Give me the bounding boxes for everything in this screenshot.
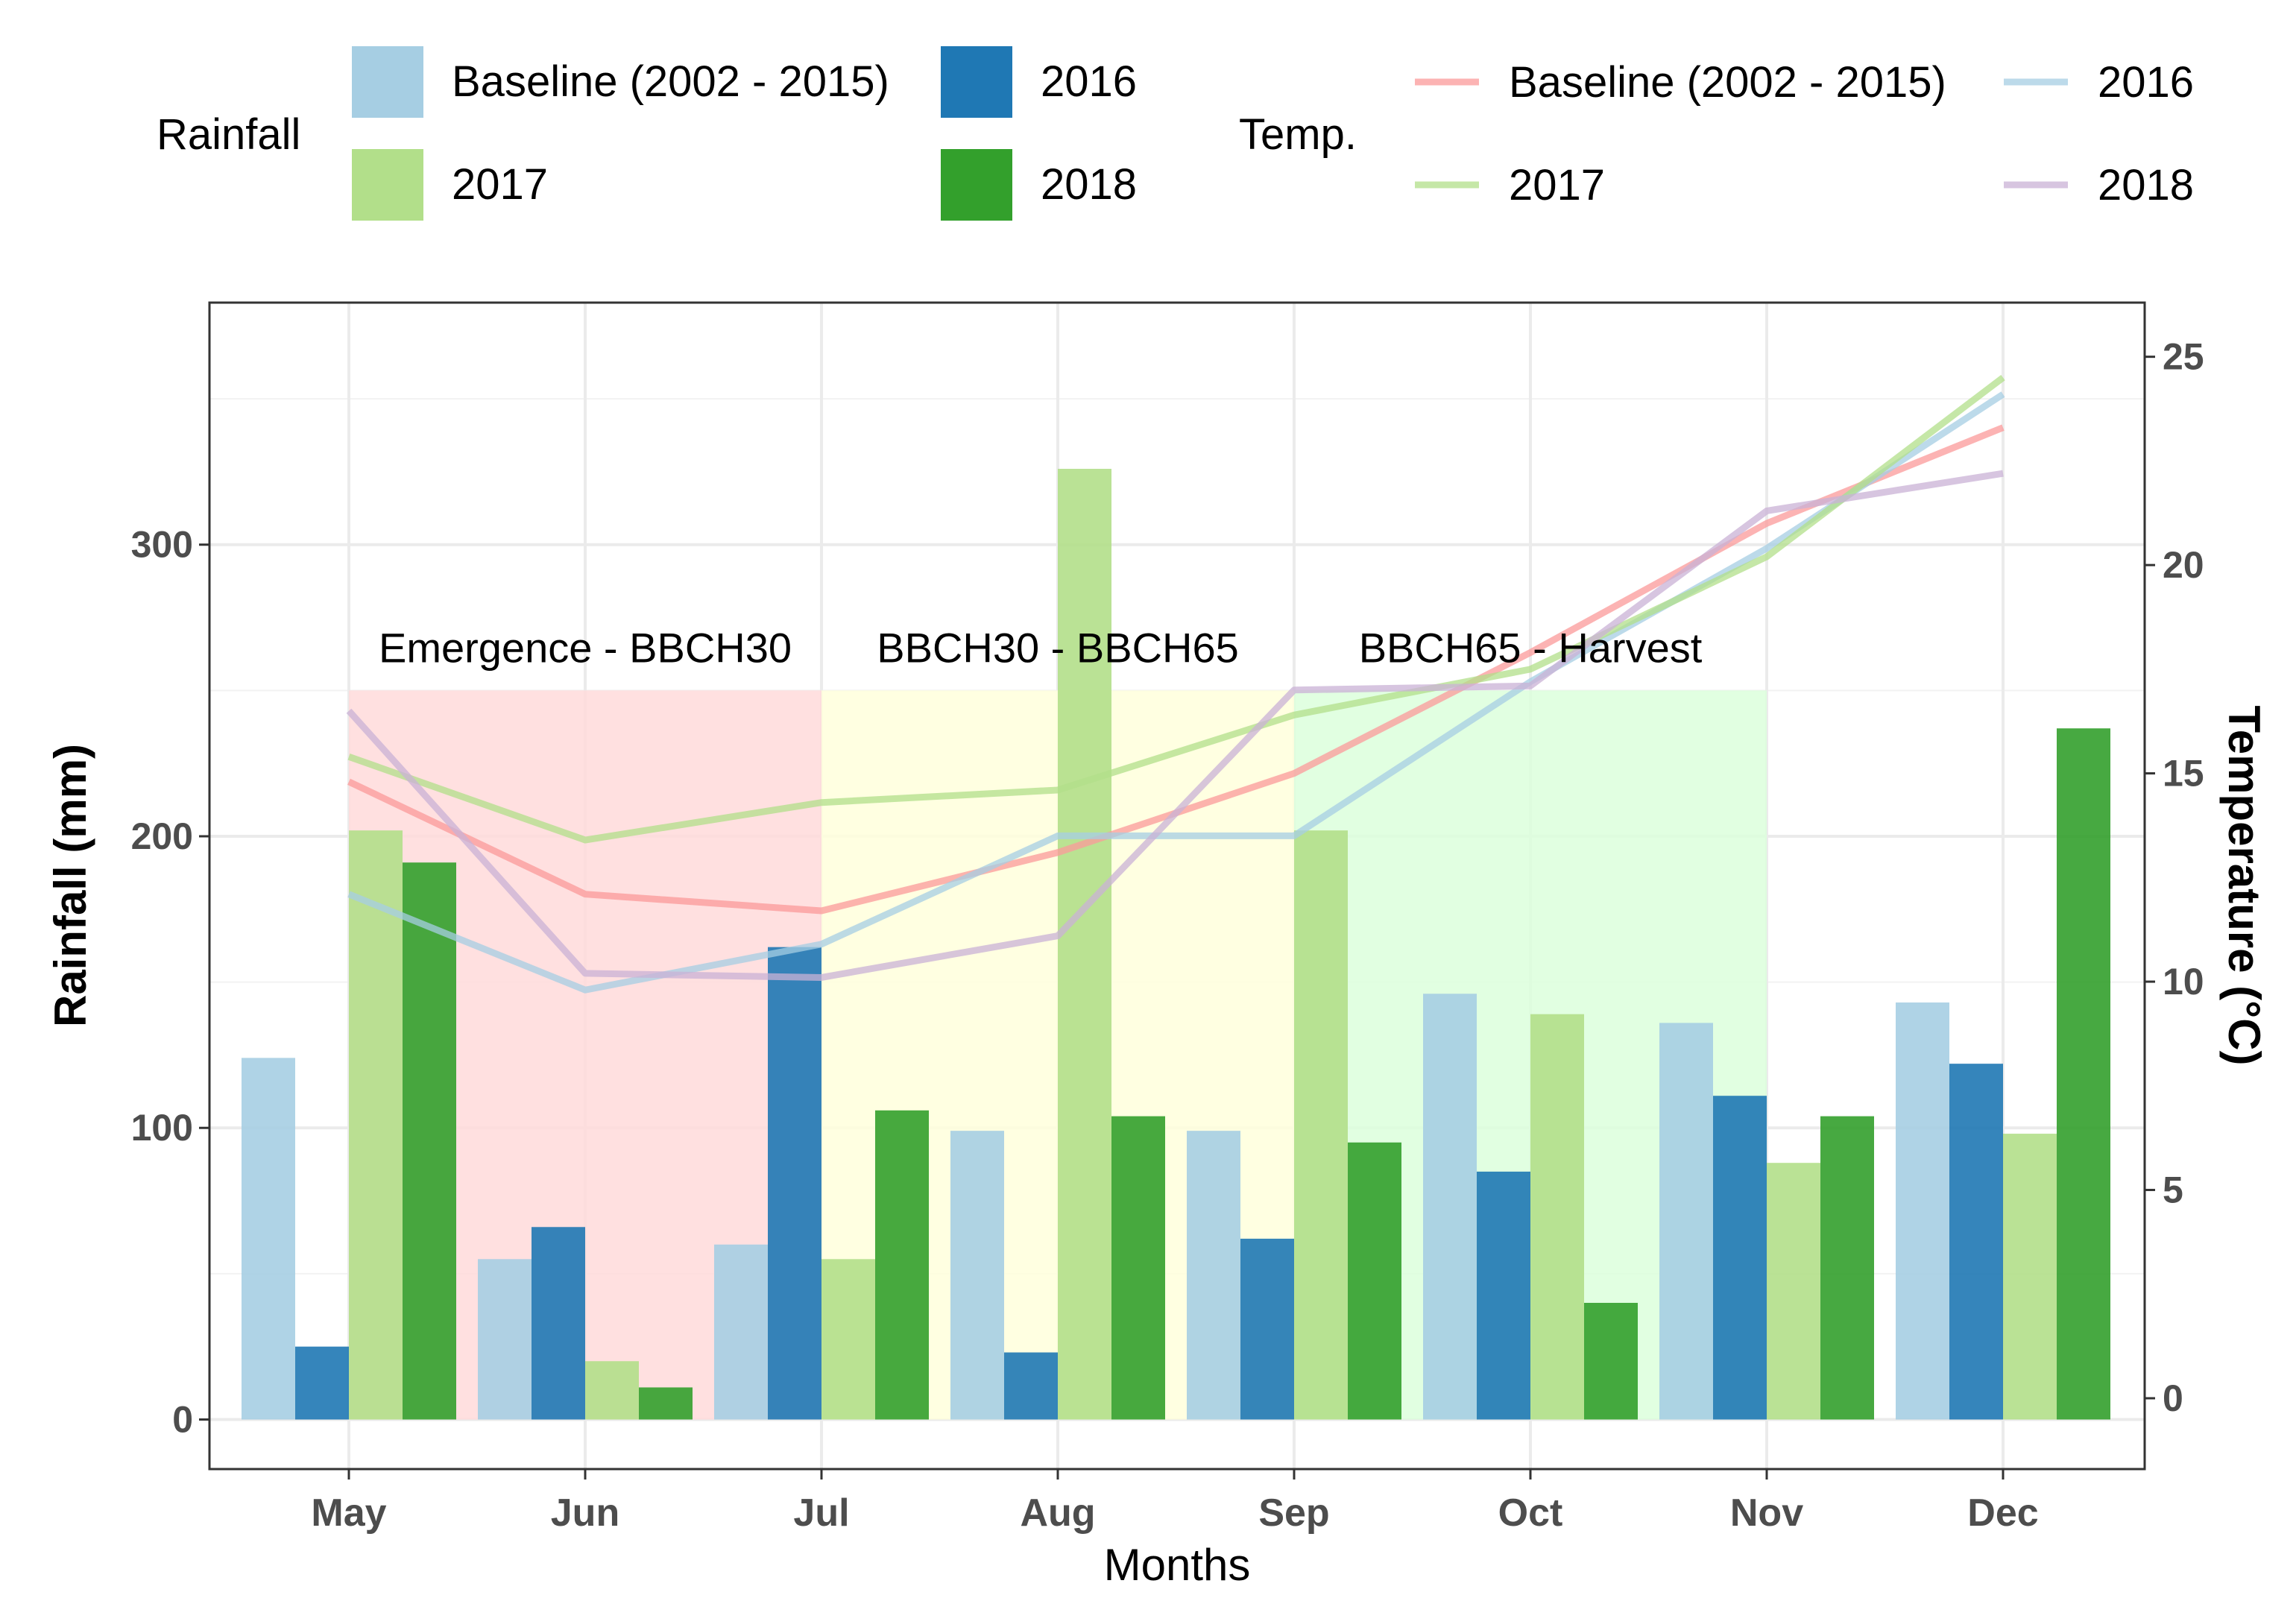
y-axis-title: Rainfall (mm) <box>45 744 95 1027</box>
rainfall-bar <box>1896 1002 1949 1420</box>
x-tick-label: Oct <box>1498 1491 1563 1535</box>
rainfall-bar <box>950 1131 1004 1420</box>
rainfall-bar <box>714 1244 768 1420</box>
rainfall-legend-key <box>352 46 423 118</box>
rainfall-bar <box>242 1058 295 1420</box>
x-tick-label: Nov <box>1730 1491 1803 1535</box>
rainfall-bar <box>768 947 821 1420</box>
growth-stage-labels: Emergence - BBCH30 BBCH30 - BBCH65 BBCH65 … <box>379 624 1703 671</box>
rainfall-bar <box>585 1361 639 1420</box>
rainfall-bar <box>1348 1142 1401 1420</box>
x-tick-label: Jun <box>551 1491 619 1535</box>
rainfall-legend-label: 2018 <box>1041 160 1137 209</box>
y-tick-label: 100 <box>131 1107 193 1149</box>
rainfall-bar <box>1240 1238 1294 1420</box>
y-tick-label: 200 <box>131 815 193 857</box>
rainfall-bar <box>1767 1163 1820 1420</box>
temperature-line <box>347 391 2005 994</box>
rainfall-legend-key <box>941 46 1012 118</box>
rainfall-bar <box>478 1259 532 1420</box>
rainfall-bar <box>1820 1116 1874 1420</box>
y2-axis-title: Temperature (°C) <box>2219 706 2269 1066</box>
rainfall-legend-key <box>352 149 423 221</box>
rainfall-legend: Rainfall Baseline (2002 - 2015) 2016 2017 2… <box>157 46 1137 221</box>
rainfall-bar <box>1584 1302 1638 1420</box>
rainfall-bar <box>1949 1064 2003 1420</box>
temperature-lines <box>346 375 2005 994</box>
rainfall-bar <box>1477 1171 1530 1420</box>
stage-label: BBCH65 - Harvest <box>1359 624 1703 671</box>
rainfall-bar <box>1713 1096 1767 1420</box>
temperature-legend: Temp. Baseline (2002 - 2015) 2016 2017 2018 <box>1239 58 2194 209</box>
plot-border <box>208 301 2146 1471</box>
y2-tick-label: 5 <box>2163 1169 2183 1211</box>
y2-tick-label: 0 <box>2163 1377 2183 1419</box>
rainfall-legend-label: 2017 <box>452 160 548 209</box>
rainfall-bar <box>1423 994 1477 1420</box>
rainfall-legend-key <box>941 149 1012 221</box>
temperature-legend-label: 2016 <box>2098 58 2194 107</box>
rainfall-bar <box>1294 830 1348 1420</box>
rainfall-bar <box>1187 1131 1240 1420</box>
rainfall-legend-title: Rainfall <box>157 110 300 159</box>
rainfall-bar <box>532 1227 585 1420</box>
rainfall-bar <box>349 830 403 1420</box>
rainfall-bar <box>1111 1116 1165 1420</box>
rainfall-bar <box>639 1387 693 1420</box>
temperature-legend-title: Temp. <box>1239 110 1357 159</box>
y2-tick-label: 15 <box>2163 753 2204 795</box>
rainfall-bars <box>242 469 2110 1420</box>
x-tick-label: Aug <box>1020 1491 1095 1535</box>
y2-tick-label: 10 <box>2163 961 2204 1002</box>
temperature-legend-label: 2017 <box>1509 161 1605 209</box>
rainfall-bar <box>1530 1014 1584 1420</box>
x-tick-label: May <box>311 1491 386 1535</box>
y2-tick-label: 20 <box>2163 544 2204 586</box>
rainfall-legend-label: Baseline (2002 - 2015) <box>452 57 889 106</box>
rainfall-bar <box>1659 1023 1713 1420</box>
rainfall-bar <box>1004 1352 1058 1420</box>
y-tick-label: 300 <box>131 524 193 566</box>
y2-tick-label: 25 <box>2163 336 2204 378</box>
temperature-line <box>347 375 2005 844</box>
stage-label: BBCH30 - BBCH65 <box>877 624 1239 671</box>
rainfall-bar <box>2003 1134 2057 1420</box>
stage-label: Emergence - BBCH30 <box>379 624 792 671</box>
x-tick-label: Jul <box>793 1491 849 1535</box>
rainfall-bar <box>403 862 456 1420</box>
rainfall-bar <box>2057 728 2110 1420</box>
y-tick-label: 0 <box>172 1398 193 1440</box>
x-tick-label: Dec <box>1967 1491 2038 1535</box>
axes: 0 100 200 300 0 5 10 15 20 25 May Jun Jul Aug Sep Oct No… <box>131 336 2204 1535</box>
temperature-legend-label: 2018 <box>2098 161 2194 209</box>
rainfall-legend-label: 2016 <box>1041 57 1137 106</box>
rainfall-bar <box>875 1110 929 1420</box>
temperature-legend-label: Baseline (2002 - 2015) <box>1509 58 1946 107</box>
x-tick-label: Sep <box>1258 1491 1329 1535</box>
x-axis-title: Months <box>1104 1540 1251 1590</box>
temperature-line <box>346 470 2004 981</box>
rainfall-bar <box>295 1346 349 1420</box>
rainfall-bar <box>821 1259 875 1420</box>
rainfall-bar <box>1058 469 1111 1420</box>
